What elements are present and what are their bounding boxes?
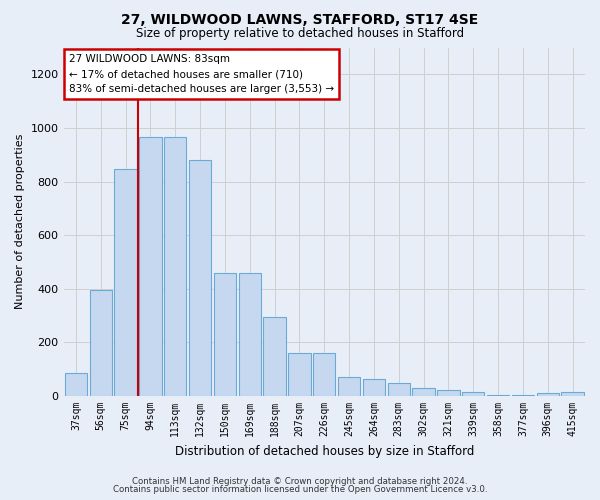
- Text: 27 WILDWOOD LAWNS: 83sqm
← 17% of detached houses are smaller (710)
83% of semi-: 27 WILDWOOD LAWNS: 83sqm ← 17% of detach…: [69, 54, 334, 94]
- Bar: [412, 388, 435, 396]
- Bar: [562, 392, 584, 396]
- Bar: [239, 272, 261, 396]
- X-axis label: Distribution of detached houses by size in Stafford: Distribution of detached houses by size …: [175, 444, 474, 458]
- Bar: [139, 138, 161, 396]
- Y-axis label: Number of detached properties: Number of detached properties: [15, 134, 25, 310]
- Bar: [263, 317, 286, 396]
- Text: 27, WILDWOOD LAWNS, STAFFORD, ST17 4SE: 27, WILDWOOD LAWNS, STAFFORD, ST17 4SE: [121, 12, 479, 26]
- Bar: [388, 383, 410, 396]
- Bar: [115, 170, 137, 396]
- Bar: [338, 378, 360, 396]
- Bar: [462, 392, 484, 396]
- Bar: [536, 394, 559, 396]
- Bar: [512, 394, 534, 396]
- Bar: [214, 272, 236, 396]
- Bar: [437, 390, 460, 396]
- Bar: [164, 138, 187, 396]
- Text: Contains public sector information licensed under the Open Government Licence v3: Contains public sector information licen…: [113, 485, 487, 494]
- Text: Size of property relative to detached houses in Stafford: Size of property relative to detached ho…: [136, 28, 464, 40]
- Text: Contains HM Land Registry data © Crown copyright and database right 2024.: Contains HM Land Registry data © Crown c…: [132, 477, 468, 486]
- Bar: [313, 353, 335, 396]
- Bar: [487, 394, 509, 396]
- Bar: [89, 290, 112, 396]
- Bar: [65, 374, 87, 396]
- Bar: [288, 353, 311, 396]
- Bar: [189, 160, 211, 396]
- Bar: [363, 378, 385, 396]
